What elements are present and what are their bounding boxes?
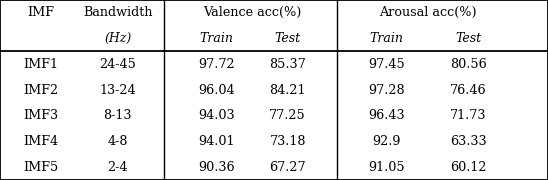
Text: Bandwidth: Bandwidth [83, 6, 152, 19]
Text: 90.36: 90.36 [198, 161, 235, 174]
Text: IMF1: IMF1 [24, 58, 59, 71]
Text: 73.18: 73.18 [270, 135, 306, 148]
Text: 60.12: 60.12 [450, 161, 487, 174]
Text: 97.72: 97.72 [198, 58, 235, 71]
Text: 2-4: 2-4 [107, 161, 128, 174]
Text: 96.43: 96.43 [368, 109, 404, 122]
Text: 80.56: 80.56 [450, 58, 487, 71]
Text: 67.27: 67.27 [270, 161, 306, 174]
Text: Test: Test [455, 32, 482, 45]
Text: 77.25: 77.25 [269, 109, 306, 122]
Text: Train: Train [199, 32, 233, 45]
Text: 94.01: 94.01 [198, 135, 235, 148]
Text: 4-8: 4-8 [107, 135, 128, 148]
Text: Test: Test [275, 32, 301, 45]
Text: IMF2: IMF2 [24, 84, 59, 96]
Text: 63.33: 63.33 [450, 135, 487, 148]
Text: Train: Train [369, 32, 403, 45]
Text: (Hz): (Hz) [104, 32, 132, 45]
Text: 97.28: 97.28 [368, 84, 404, 96]
Text: IMF4: IMF4 [24, 135, 59, 148]
Text: 24-45: 24-45 [99, 58, 136, 71]
Text: 94.03: 94.03 [198, 109, 235, 122]
Text: IMF5: IMF5 [24, 161, 59, 174]
Text: 76.46: 76.46 [450, 84, 487, 96]
Text: Valence acc(%): Valence acc(%) [203, 6, 301, 19]
Text: 91.05: 91.05 [368, 161, 404, 174]
Text: 92.9: 92.9 [372, 135, 401, 148]
Text: 13-24: 13-24 [100, 84, 136, 96]
Text: Arousal acc(%): Arousal acc(%) [379, 6, 476, 19]
Text: 84.21: 84.21 [270, 84, 306, 96]
Text: IMF3: IMF3 [24, 109, 59, 122]
Text: 97.45: 97.45 [368, 58, 405, 71]
Text: IMF: IMF [27, 6, 55, 19]
Text: 71.73: 71.73 [450, 109, 487, 122]
Text: 85.37: 85.37 [269, 58, 306, 71]
Text: 96.04: 96.04 [198, 84, 235, 96]
Text: 8-13: 8-13 [104, 109, 132, 122]
